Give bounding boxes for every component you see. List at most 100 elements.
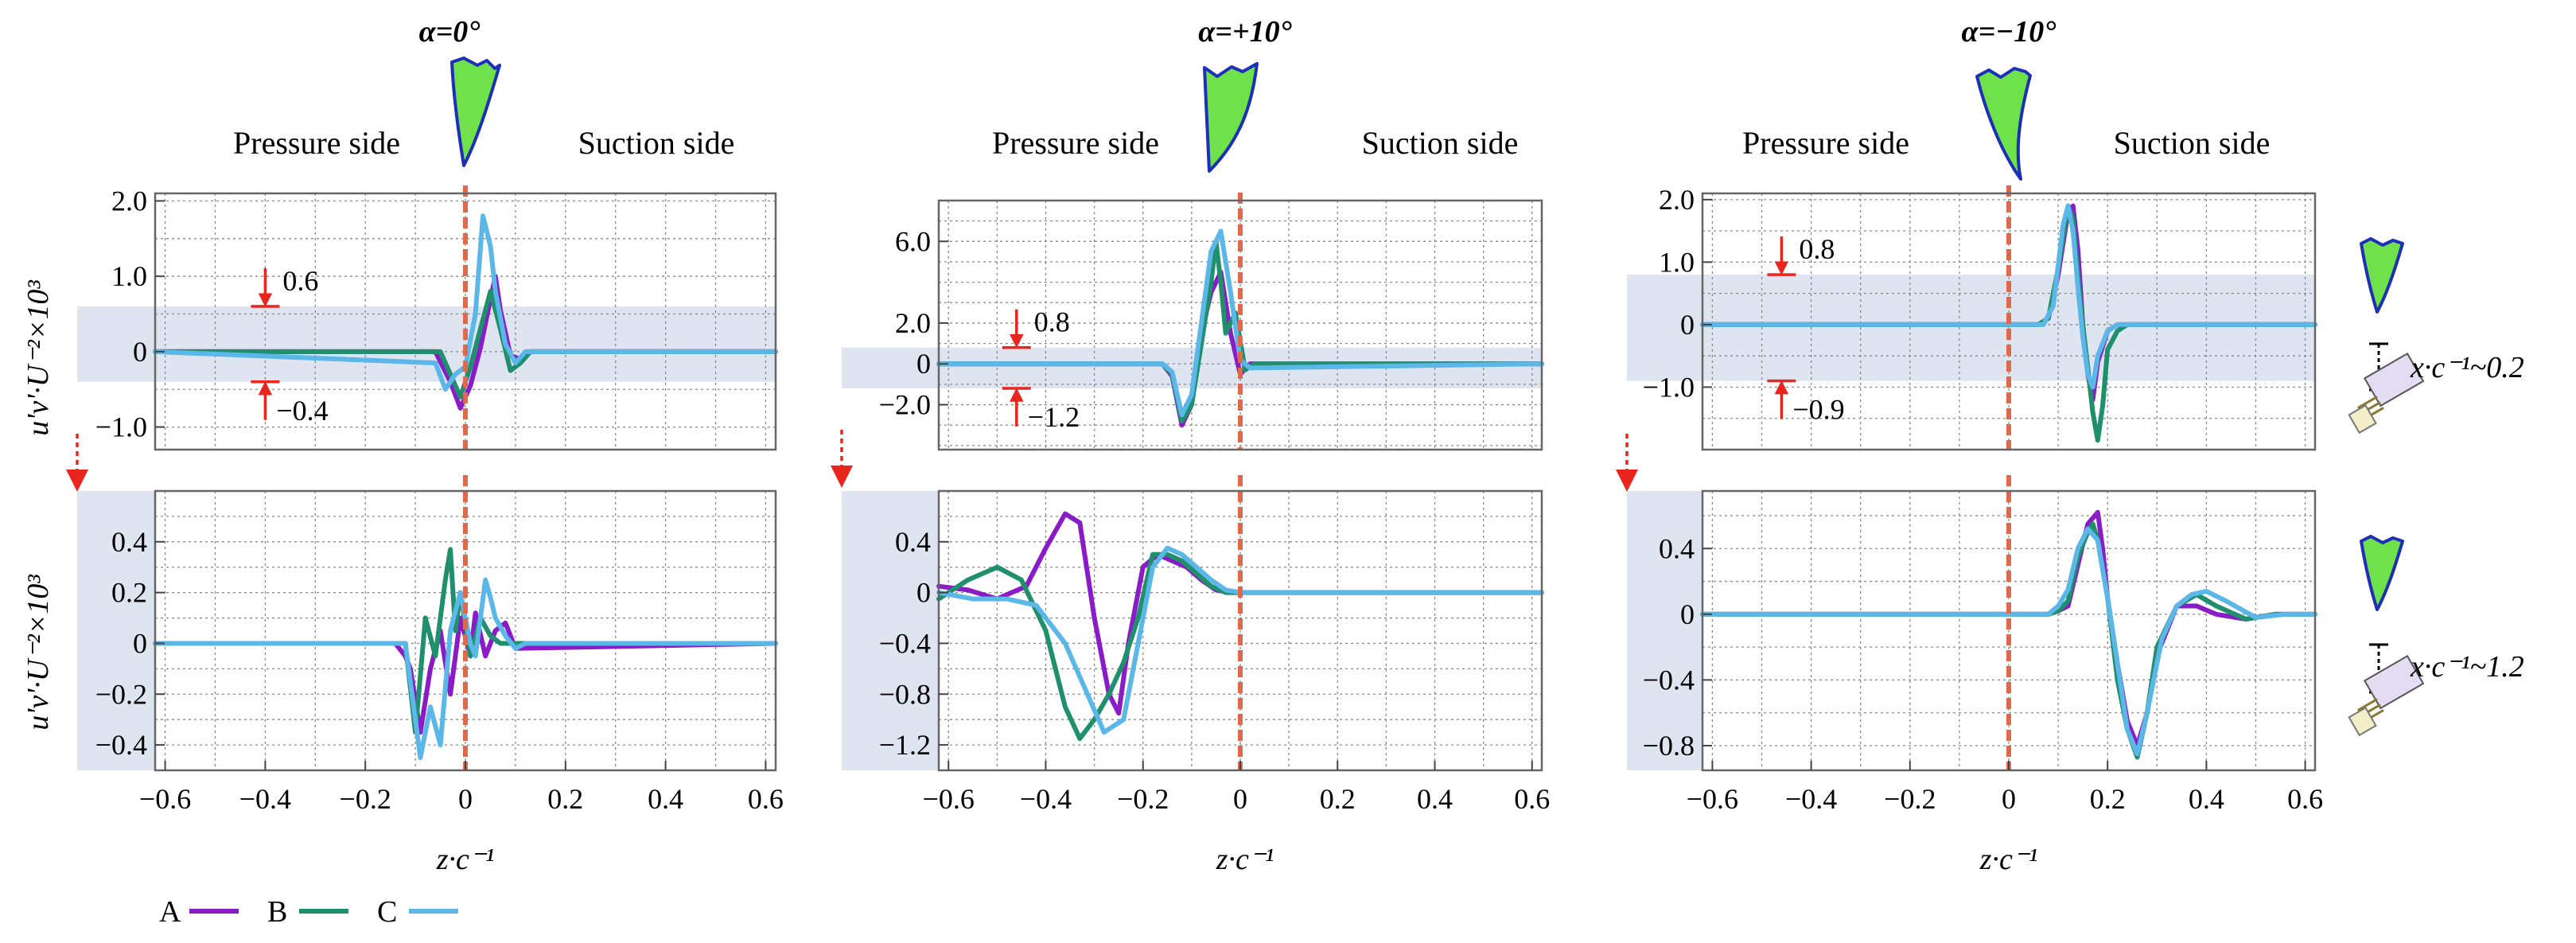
blade-icon	[1975, 67, 2032, 181]
x-tick-label: 0.2	[1320, 783, 1356, 815]
x-tick-label: −0.2	[1884, 783, 1936, 815]
pressure-side-label: Pressure side	[1742, 125, 1909, 161]
annotation-label: −0.4	[276, 395, 328, 427]
y-tick-label: 6.0	[895, 225, 931, 257]
y-tick-label: −0.4	[879, 627, 931, 659]
x-tick-label: 0.2	[547, 783, 583, 815]
series-b-line	[153, 547, 778, 735]
pressure-side-label: Pressure side	[233, 125, 400, 161]
axis-band	[77, 491, 155, 770]
band-annotation: −1.2	[1002, 387, 1080, 433]
panels: 2.0 1.0 0 −1.0 0.6 −0.4 0.4 0.2 0 −0.2 −0.4 −0.6 −0.…	[77, 184, 2323, 815]
annotation-label: 0.8	[1034, 306, 1070, 338]
chart-panel-3: 0.4 0 −0.4 −0.8 −1.2 −0.6 −0.4 −0.2 0 0.2 0.4 0.6	[842, 475, 1550, 815]
transition-arrow	[66, 434, 88, 492]
y-tick-label: 0.2	[111, 577, 147, 609]
y-tick-label: 2.0	[895, 307, 931, 339]
y-tick-label: 0.4	[1659, 532, 1695, 564]
legend: A B C	[159, 895, 458, 929]
chart-panel-5: 0.4 0 −0.4 −0.8 −0.6 −0.4 −0.2 0 0.2 0.4 0.6	[1627, 475, 2323, 815]
plot-frame	[154, 192, 777, 451]
y-tick-label: 2.0	[111, 185, 147, 216]
y-tick-label: −1.0	[1643, 371, 1695, 403]
x-tick-label: 0.4	[2189, 783, 2224, 815]
transition-arrow	[831, 430, 853, 488]
position-label: x·c⁻¹~0.2	[2410, 351, 2524, 384]
y-tick-label: 0	[133, 627, 147, 659]
x-axis-label: z·c⁻¹	[436, 843, 495, 876]
x-tick-label: −0.6	[923, 783, 975, 815]
x-tick-label: −0.4	[239, 783, 291, 815]
y-tick-label: −0.8	[1643, 730, 1695, 762]
x-axis-label: z·c⁻¹	[1216, 843, 1274, 876]
axis-band	[1627, 491, 1702, 770]
x-tick-label: 0	[1233, 783, 1247, 815]
x-tick-label: 0.6	[748, 783, 784, 815]
x-tick-label: −0.2	[1117, 783, 1169, 815]
band-annotation: 0.8	[1002, 306, 1070, 349]
chart-panel-1: 0.4 0.2 0 −0.2 −0.4 −0.6 −0.4 −0.2 0 0.2 0.4 0.6	[77, 475, 784, 815]
axis-band	[842, 491, 939, 770]
plot-frame	[937, 199, 1543, 451]
chart-panel-2: 6.0 2.0 0 −2.0 0.8 −1.2	[842, 193, 1544, 451]
title-alpha-minus10: α=−10°	[1962, 15, 2057, 49]
position-indicator-icon	[2348, 535, 2425, 737]
x-tick-label: −0.4	[1785, 783, 1837, 815]
y-tick-label: −0.4	[95, 729, 147, 761]
y-tick-label: −0.4	[1643, 664, 1695, 696]
x-tick-label: 0.6	[1514, 783, 1550, 815]
chart-panel-4: 2.0 1.0 0 −1.0 0.8 −0.9	[1627, 184, 2317, 451]
chart-panel-0: 2.0 1.0 0 −1.0 0.6 −0.4	[77, 185, 778, 451]
y-tick-label: −0.8	[879, 678, 931, 710]
band-annotation: 0.8	[1767, 233, 1835, 276]
y-axis-label-bottom: u'v'·U⁻²×10³	[21, 575, 55, 731]
pressure-side-label: Pressure side	[992, 125, 1159, 161]
y-tick-label: 1.0	[111, 260, 147, 292]
series-c-line	[1700, 203, 2317, 390]
x-tick-label: −0.2	[340, 783, 391, 815]
y-tick-label: −0.2	[95, 678, 147, 710]
y-tick-label: 0.4	[111, 526, 147, 558]
legend-label-c: C	[377, 895, 397, 929]
x-tick-label: 0	[2002, 783, 2016, 815]
y-tick-label: 0	[916, 348, 931, 380]
range-band	[77, 306, 776, 382]
suction-side-label: Suction side	[1362, 125, 1519, 161]
y-tick-label: −2.0	[879, 389, 931, 421]
position-indicator-icon	[2348, 237, 2425, 434]
x-tick-label: −0.6	[1687, 783, 1738, 815]
annotation-label: 0.8	[1799, 233, 1835, 265]
y-tick-label: 0	[1680, 598, 1695, 630]
y-tick-label: 0.4	[895, 526, 931, 558]
series-c-line	[1700, 526, 2317, 757]
annotation-label: −1.2	[1028, 401, 1080, 433]
annotation-label: 0.6	[282, 265, 318, 297]
band-annotation: −0.4	[251, 380, 329, 427]
x-tick-label: 0.2	[2090, 783, 2126, 815]
legend-label-a: A	[159, 895, 181, 929]
y-tick-label: 1.0	[1659, 246, 1695, 278]
suction-side-label: Suction side	[578, 125, 735, 161]
transition-arrow	[1616, 434, 1638, 492]
title-alpha-plus10: α=+10°	[1198, 15, 1292, 49]
annotation-label: −0.9	[1792, 394, 1844, 426]
series-b-line	[153, 289, 778, 399]
y-tick-label: 2.0	[1659, 184, 1695, 216]
blade-icon	[1203, 62, 1259, 173]
series-c-line	[936, 545, 1544, 735]
series-c-line	[153, 213, 778, 392]
series-c-line	[153, 577, 778, 760]
blade-icon	[450, 57, 501, 167]
band-annotation: −0.9	[1767, 379, 1845, 426]
y-tick-label: 0	[916, 577, 931, 609]
y-tick-label: −1.2	[879, 729, 931, 761]
range-band	[1627, 275, 2315, 381]
y-tick-label: −1.0	[95, 411, 147, 443]
y-tick-label: 0	[1680, 309, 1695, 341]
series-b-line	[936, 551, 1544, 742]
y-tick-label: 0	[133, 336, 147, 368]
title-alpha-0: α=0°	[419, 15, 481, 49]
y-axis-label-top: u'v'·U⁻²×10³	[21, 280, 55, 436]
x-tick-label: −0.6	[139, 783, 191, 815]
